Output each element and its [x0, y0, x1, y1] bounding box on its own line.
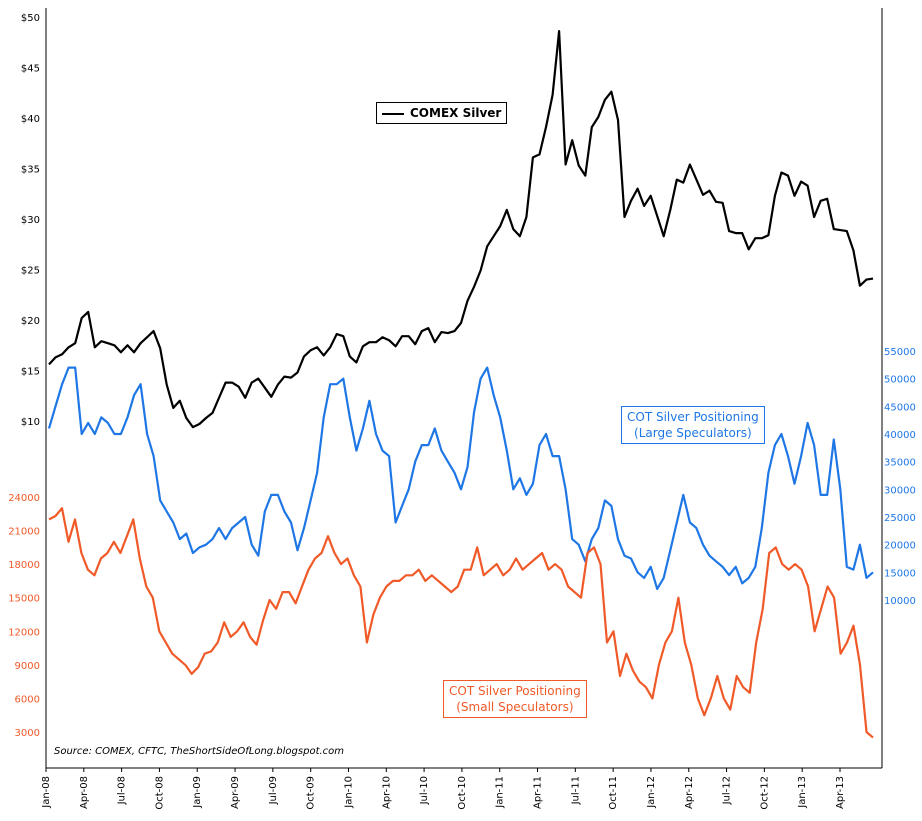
x-tick-label: Jan-10: [343, 776, 354, 809]
large-tick-label: 35000: [884, 458, 916, 469]
silver-tick-label: $35: [21, 165, 40, 176]
x-tick-label: Apr-13: [835, 776, 846, 809]
legend-large-speculators: COT Silver Positioning (Large Speculator…: [621, 406, 765, 444]
large-tick-label: 55000: [884, 347, 916, 358]
silver-tick-label: $50: [21, 13, 40, 24]
series-line-silver: [48, 30, 874, 429]
x-tick-label: Jul-11: [570, 776, 581, 805]
large-tick-label: 50000: [884, 375, 916, 386]
large-tick-label: 40000: [884, 430, 916, 441]
legend-large-line-2: (Large Speculators): [634, 426, 752, 440]
silver-tick-label: $15: [21, 367, 40, 378]
silver-tick-label: $25: [21, 266, 40, 277]
x-tick-label: Apr-09: [230, 776, 241, 809]
large-tick-label: 25000: [884, 513, 916, 524]
small-tick-label: 3000: [15, 728, 40, 739]
legend-small-line-1: COT Silver Positioning: [449, 684, 581, 698]
series-line-small: [48, 507, 874, 739]
series-lines: [47, 30, 874, 739]
legend-large-line-1: COT Silver Positioning: [627, 410, 759, 424]
large-tick-label: 10000: [884, 596, 916, 607]
silver-tick-label: $20: [21, 316, 40, 327]
large-tick-label: 45000: [884, 402, 916, 413]
x-tick-label: Jul-10: [419, 776, 430, 805]
series-line-large: [47, 366, 874, 591]
x-tick-label: Jan-12: [646, 776, 657, 809]
x-tick-label: Jan-08: [41, 776, 52, 809]
x-tick-label: Oct-11: [608, 776, 619, 810]
x-tick-label: Jul-12: [722, 776, 733, 805]
silver-tick-label: $30: [21, 215, 40, 226]
x-tick-label: Oct-08: [154, 776, 165, 810]
axes: [45, 8, 883, 769]
x-tick-label: Apr-11: [533, 776, 544, 809]
small-tick-label: 24000: [8, 493, 40, 504]
x-tick-label: Apr-08: [79, 776, 90, 809]
small-tick-label: 15000: [8, 594, 40, 605]
legend-silver-label: COMEX Silver: [410, 106, 502, 120]
silver-tick-label: $45: [21, 64, 40, 75]
tick-labels: $50 $45 $40 $35 $30 $25 $20 $15 $10 55000 50000 450…: [8, 13, 916, 810]
large-tick-label: 30000: [884, 485, 916, 496]
x-tick-label: Jul-09: [268, 776, 279, 805]
small-tick-label: 6000: [15, 694, 40, 705]
x-tick-label: Jul-08: [117, 776, 128, 805]
small-tick-label: 12000: [8, 627, 40, 638]
small-tick-label: 18000: [8, 560, 40, 571]
x-tick-label: Jan-11: [495, 776, 506, 809]
x-tick-label: Oct-10: [457, 776, 468, 810]
source-note: Source: COMEX, CFTC, TheShortSideOfLong.…: [54, 746, 345, 757]
x-tick-label: Oct-09: [306, 776, 317, 810]
x-tick-label: Apr-12: [684, 776, 695, 809]
legend-swatch: [382, 112, 404, 115]
x-tick-label: Apr-10: [381, 776, 392, 809]
x-tick-label: Jan-09: [192, 776, 203, 809]
x-tick-label: Jan-13: [797, 776, 808, 809]
legend-small-line-2: (Small Speculators): [456, 700, 574, 714]
legend-comex-silver: COMEX Silver: [376, 102, 508, 124]
small-tick-label: 9000: [15, 661, 40, 672]
large-tick-label: 20000: [884, 541, 916, 552]
x-tick-label: Oct-12: [759, 776, 770, 810]
legend-small-speculators: COT Silver Positioning (Small Speculator…: [443, 680, 587, 718]
small-tick-label: 21000: [8, 527, 40, 538]
silver-tick-label: $40: [21, 114, 40, 125]
silver-tick-label: $10: [21, 417, 40, 428]
large-tick-label: 15000: [884, 568, 916, 579]
